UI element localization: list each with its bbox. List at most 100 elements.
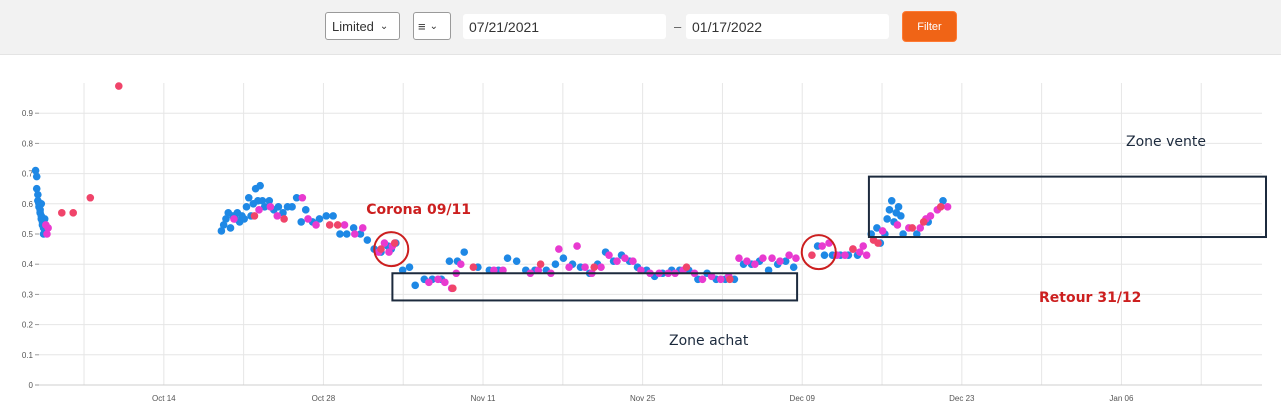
data-point — [559, 254, 568, 262]
data-point — [735, 254, 743, 262]
data-point — [274, 203, 283, 211]
data-point — [40, 215, 49, 223]
menu-select[interactable]: ≡ ⌄ — [413, 12, 451, 40]
annotation-corona: Corona 09/11 — [366, 202, 471, 218]
data-point — [621, 254, 629, 262]
x-tick-label: Dec 09 — [790, 394, 816, 403]
data-point — [380, 239, 389, 247]
x-tick-label: Jan 06 — [1109, 394, 1134, 403]
data-point — [260, 203, 269, 211]
data-point — [217, 227, 226, 235]
data-point — [936, 203, 945, 211]
data-point — [490, 266, 498, 275]
data-point — [573, 242, 581, 250]
data-point — [613, 257, 621, 265]
annotation-circle — [373, 231, 410, 268]
data-point — [894, 203, 903, 211]
data-point — [292, 193, 301, 202]
data-point — [434, 275, 442, 284]
data-point — [565, 263, 573, 272]
data-point — [250, 212, 259, 220]
data-point — [219, 221, 228, 229]
data-point — [298, 193, 307, 202]
data-point — [789, 263, 798, 272]
y-tick-label: 0.6 — [22, 200, 34, 209]
data-point — [398, 266, 407, 275]
data-point — [37, 200, 46, 208]
chevron-down-icon: ⌄ — [429, 20, 438, 32]
data-point — [818, 242, 826, 250]
x-tick-label: Nov 25 — [630, 394, 656, 403]
data-point — [716, 275, 725, 284]
data-point — [859, 242, 868, 250]
data-point — [469, 263, 478, 272]
mode-select-value: Limited — [332, 18, 374, 34]
data-point — [297, 218, 306, 226]
x-tick-label: Oct 14 — [152, 394, 176, 403]
data-point — [31, 166, 40, 175]
data-point — [726, 275, 734, 284]
data-point — [878, 227, 887, 235]
data-point — [390, 239, 399, 247]
filter-button[interactable]: Filter — [902, 11, 957, 42]
mode-select[interactable]: Limited ⌄ — [325, 12, 400, 40]
data-point — [768, 254, 776, 262]
data-point — [759, 254, 767, 262]
annotation-zone-vente: Zone vente — [1126, 134, 1206, 150]
data-point — [115, 82, 123, 90]
data-point — [58, 209, 66, 217]
data-point — [887, 196, 896, 205]
data-point — [329, 212, 337, 220]
annotation-box — [867, 175, 1267, 239]
x-tick-label: Dec 23 — [949, 394, 975, 403]
annotation-retour: Retour 31/12 — [1039, 290, 1141, 306]
data-point — [280, 215, 288, 223]
data-point — [590, 263, 598, 272]
data-point — [363, 236, 372, 244]
data-point — [43, 230, 51, 238]
data-point — [785, 251, 793, 259]
annotation-box — [391, 272, 799, 302]
y-axis: 0 0.1 0.2 0.3 0.4 0.5 0.6 0.7 0.8 0.9 — [22, 109, 39, 390]
data-point — [581, 263, 589, 272]
data-point — [873, 224, 881, 232]
y-tick-label: 0.8 — [22, 139, 34, 148]
date-separator: – — [674, 19, 682, 34]
data-point — [908, 224, 917, 232]
data-point — [441, 278, 449, 287]
data-point — [265, 196, 274, 205]
data-point — [629, 257, 637, 265]
y-tick-label: 0.7 — [22, 170, 34, 179]
data-point — [916, 224, 925, 232]
data-point — [856, 248, 864, 256]
data-point — [605, 251, 613, 259]
data-point — [751, 260, 759, 268]
data-point — [849, 245, 857, 253]
date-from-input[interactable] — [463, 14, 666, 39]
data-point — [555, 245, 563, 253]
data-point — [781, 257, 790, 265]
data-point — [743, 257, 751, 265]
data-point — [776, 257, 784, 265]
data-point — [682, 263, 691, 272]
data-point — [913, 230, 921, 238]
data-point — [445, 257, 454, 265]
data-point — [841, 251, 849, 259]
date-to-input[interactable] — [686, 14, 889, 39]
data-point — [707, 272, 716, 281]
chart-grid — [39, 83, 1262, 386]
data-point — [893, 221, 902, 229]
data-point — [764, 266, 773, 275]
y-tick-label: 0.9 — [22, 109, 34, 118]
data-point — [499, 266, 507, 275]
data-point — [939, 196, 947, 205]
data-point — [350, 230, 359, 238]
data-point — [255, 206, 263, 214]
data-point — [792, 254, 800, 262]
x-tick-label: Oct 28 — [312, 394, 336, 403]
y-tick-label: 0.3 — [22, 290, 34, 299]
data-point — [358, 224, 367, 232]
toolbar: Limited ⌄ ≡ ⌄ – Filter — [0, 0, 1281, 55]
data-point — [808, 251, 816, 259]
data-point — [304, 215, 312, 223]
